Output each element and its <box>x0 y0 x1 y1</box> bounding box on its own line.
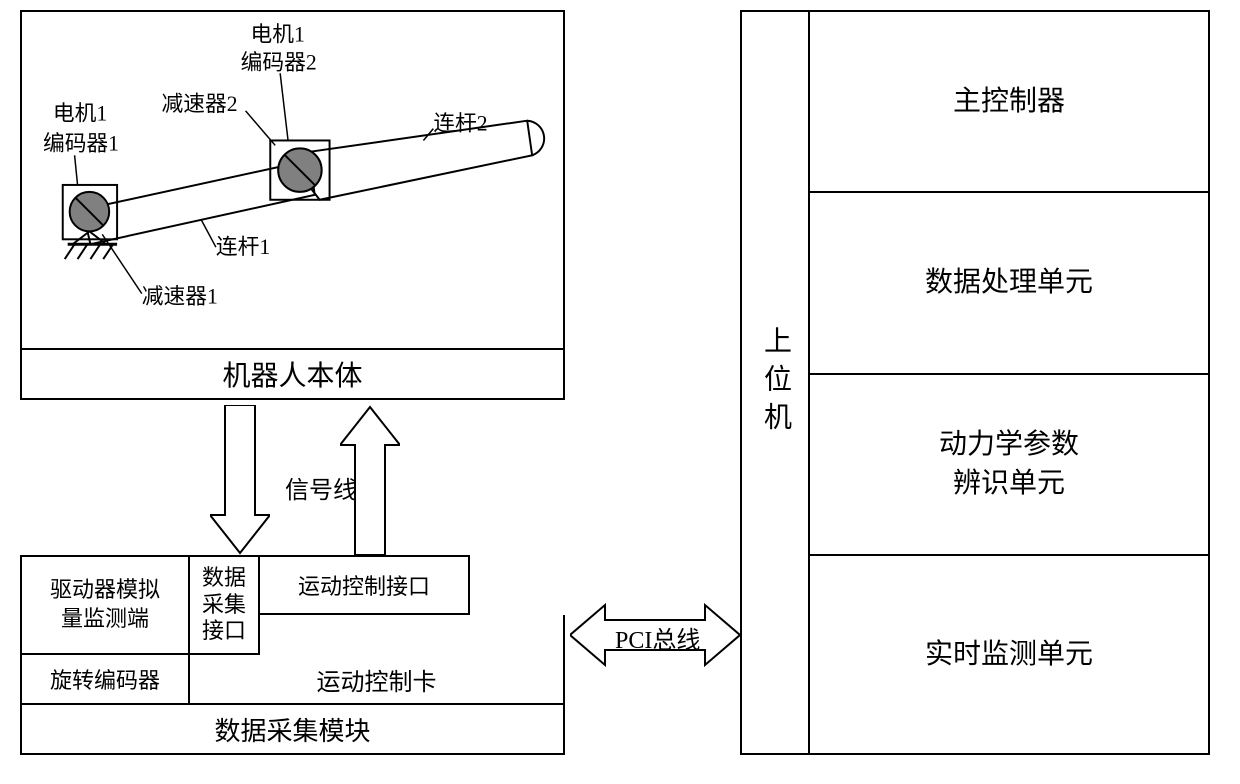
rotary-encoder: 旋转编码器 <box>20 655 190 705</box>
arrow-down-icon <box>210 405 270 555</box>
robot-schematic: 电机1 编码器1 电机1 编码器2 减速器2 连杆2 连杆1 减速器1 <box>22 12 563 348</box>
host-label: 上位机 <box>740 10 810 755</box>
label-reducer1: 减速器1 <box>142 285 218 309</box>
signal-line-label: 信号线 <box>285 470 357 505</box>
data-acquisition-module: 驱动器模拟 量监测端 数据 采集 接口 运动控制接口 旋转编码器 运动控制卡 数… <box>20 555 565 755</box>
data-processing-unit: 数据处理单元 <box>810 193 1210 374</box>
main-controller-unit: 主控制器 <box>810 10 1210 193</box>
system-diagram: 电机1 编码器1 电机1 编码器2 减速器2 连杆2 连杆1 减速器1 机器人本… <box>20 10 1220 770</box>
label-link2: 连杆2 <box>433 112 487 136</box>
robot-body-title: 机器人本体 <box>20 350 565 400</box>
label-encoder1: 编码器1 <box>43 131 119 155</box>
data-collect-interface: 数据 采集 接口 <box>190 555 260 655</box>
pci-bus-label: PCI总线 <box>615 620 700 655</box>
label-motor1b: 电机1 <box>250 23 304 47</box>
label-reducer2: 减速器2 <box>162 92 238 116</box>
motion-control-interface: 运动控制接口 <box>260 555 470 615</box>
label-link1: 连杆1 <box>216 235 270 259</box>
data-module-title: 数据采集模块 <box>20 705 565 755</box>
label-motor1: 电机1 <box>53 102 107 126</box>
host-computer-panel: 上位机 主控制器 数据处理单元 动力学参数 辨识单元 实时监测单元 <box>740 10 1210 755</box>
dynamics-param-unit: 动力学参数 辨识单元 <box>810 375 1210 556</box>
label-encoder2: 编码器2 <box>241 50 317 74</box>
robot-body-panel: 电机1 编码器1 电机1 编码器2 减速器2 连杆2 连杆1 减速器1 <box>20 10 565 350</box>
realtime-monitor-unit: 实时监测单元 <box>810 556 1210 755</box>
driver-analog-monitor: 驱动器模拟 量监测端 <box>20 555 190 655</box>
motion-control-card: 运动控制卡 <box>190 655 565 705</box>
